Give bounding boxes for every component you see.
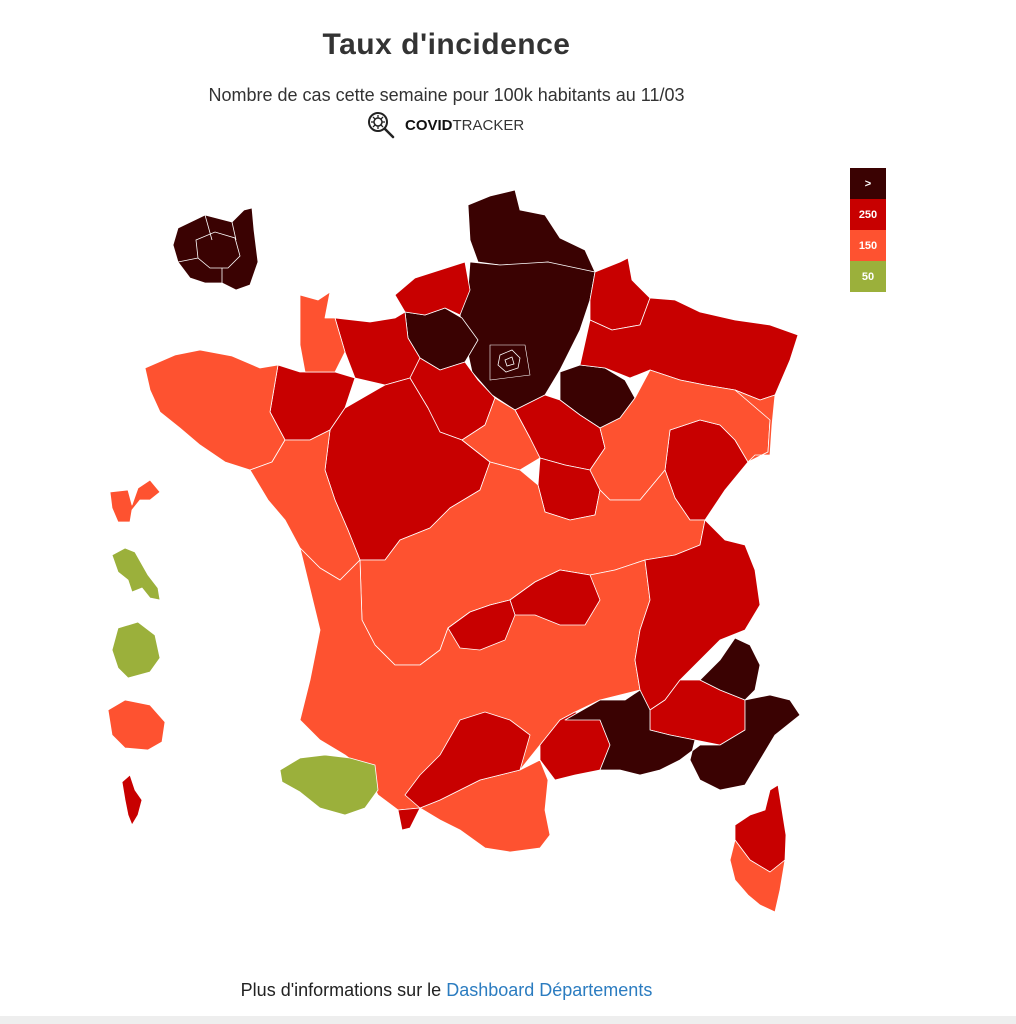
map-region-pays-loire[interactable] [249, 429, 361, 581]
map-region-pyrenees-atlantiques[interactable] [279, 754, 379, 816]
footer: Plus d'informations sur le Dashboard Dép… [0, 980, 893, 1001]
map-region-mayotte[interactable] [121, 774, 143, 826]
map-region-bouches-du-rhone[interactable] [564, 689, 801, 791]
map-region-corse-du-sud[interactable] [729, 839, 786, 913]
page-subtitle: Nombre de cas cette semaine pour 100k ha… [208, 85, 685, 105]
legend: > 250 150 50 [850, 168, 886, 292]
map-region-haute-savoie[interactable] [734, 389, 776, 463]
map-region-aveyron[interactable] [404, 711, 531, 809]
map-region-martinique[interactable] [111, 547, 161, 601]
brand-logo: COVID TRACKER [367, 112, 525, 139]
brand-name-light: TRACKER [452, 116, 525, 134]
map-region-idf-inset[interactable] [172, 207, 259, 291]
map-region-reunion[interactable] [107, 699, 166, 751]
virus-magnifier-icon [368, 112, 395, 139]
legend-item-above-250: > [850, 168, 886, 199]
dashboard-link[interactable]: Dashboard Départements [446, 980, 653, 1000]
map-region-manche[interactable] [299, 291, 346, 373]
map-region-guadeloupe[interactable] [109, 479, 161, 523]
map-region-correze[interactable] [447, 599, 516, 651]
legend-item-250: 250 [850, 199, 886, 230]
map-region-rhone-alpes[interactable] [634, 519, 761, 711]
map-region-puy-de-dome[interactable] [509, 569, 601, 626]
brand-name-bold: COVID [405, 116, 453, 134]
map-region-guyane[interactable] [111, 621, 161, 679]
legend-item-50: 50 [850, 261, 886, 292]
bottom-scroll-bar [0, 1016, 1016, 1024]
map-region-seine-maritime[interactable] [394, 261, 471, 316]
map-region-bretagne[interactable] [144, 349, 286, 471]
map-region-isere[interactable] [699, 637, 761, 701]
footer-text: Plus d'informations sur le [240, 980, 447, 1000]
map-region-nord[interactable] [467, 189, 596, 273]
legend-item-150: 150 [850, 230, 886, 261]
map-region-ariege[interactable] [397, 807, 421, 831]
map-region-ardennes[interactable] [589, 257, 651, 331]
page-title: Taux d'incidence [322, 28, 571, 61]
